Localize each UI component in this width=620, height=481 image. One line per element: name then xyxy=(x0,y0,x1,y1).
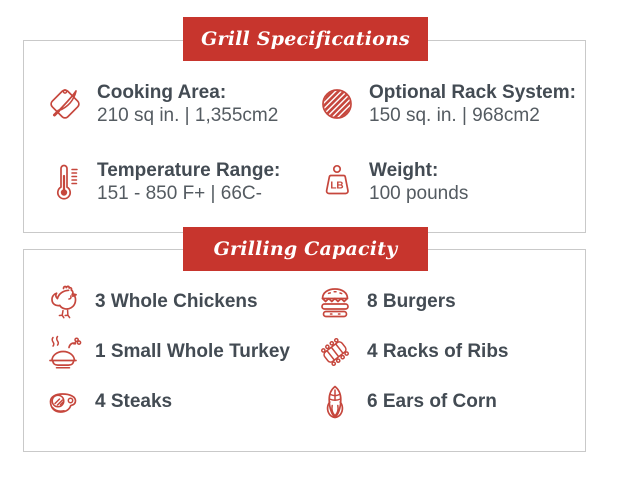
capacity-header: Grilling Capacity xyxy=(183,227,428,271)
cap-label: 6 Ears of Corn xyxy=(367,391,497,412)
spec-label: Cooking Area: xyxy=(97,81,227,103)
cutting-board-icon xyxy=(42,80,88,128)
spec-item-cooking-area: Cooking Area: 210 sq in. | 1,355cm2 xyxy=(42,78,278,130)
cap-item-small-whole-turkey: 1 Small Whole Turkey xyxy=(42,330,290,374)
steak-icon xyxy=(42,381,84,423)
spec-value: 150 sq. in. | 968cm2 xyxy=(369,104,540,126)
spec-label: Optional Rack System: xyxy=(369,81,576,103)
cap-item-burgers: 8 Burgers xyxy=(314,280,456,324)
weight-icon-text: LB xyxy=(330,181,343,192)
cap-item-ears-of-corn: 6 Ears of Corn xyxy=(314,380,497,424)
spec-text: Temperature Range: 151 - 850 F+ | 66C- xyxy=(97,159,280,206)
weight-icon: LB xyxy=(314,158,360,206)
spec-text: Weight: 100 pounds xyxy=(369,159,468,206)
spec-label: Weight: xyxy=(369,159,439,181)
cap-item-whole-chickens: 3 Whole Chickens xyxy=(42,280,258,324)
capacity-panel xyxy=(23,249,586,452)
ribs-icon xyxy=(314,331,356,373)
cap-label: 4 Racks of Ribs xyxy=(367,341,509,362)
cap-item-steaks: 4 Steaks xyxy=(42,380,172,424)
spec-item-weight: LB Weight: 100 pounds xyxy=(314,156,468,208)
cap-label: 8 Burgers xyxy=(367,291,456,312)
spec-text: Cooking Area: 210 sq in. | 1,355cm2 xyxy=(97,81,278,128)
burger-icon xyxy=(314,281,356,323)
spec-item-rack-system: Optional Rack System: 150 sq. in. | 968c… xyxy=(314,78,576,130)
spec-value: 151 - 850 F+ | 66C- xyxy=(97,182,262,204)
thermometer-icon xyxy=(42,158,88,206)
specifications-header: Grill Specifications xyxy=(183,17,428,61)
spec-text: Optional Rack System: 150 sq. in. | 968c… xyxy=(369,81,576,128)
spec-label: Temperature Range: xyxy=(97,159,281,181)
turkey-icon xyxy=(42,331,84,373)
cap-label: 3 Whole Chickens xyxy=(95,291,258,312)
corn-icon xyxy=(314,381,356,423)
cap-label: 4 Steaks xyxy=(95,391,173,412)
capacity-title: Grilling Capacity xyxy=(213,238,398,260)
spec-value: 100 pounds xyxy=(369,182,469,204)
specifications-title: Grill Specifications xyxy=(201,28,410,50)
spec-value: 210 sq in. | 1,355cm2 xyxy=(97,104,279,126)
chicken-icon xyxy=(42,281,84,323)
spec-item-temperature-range: Temperature Range: 151 - 850 F+ | 66C- xyxy=(42,156,280,208)
cap-label: 1 Small Whole Turkey xyxy=(95,341,290,362)
specifications-panel xyxy=(23,40,586,233)
cap-item-racks-of-ribs: 4 Racks of Ribs xyxy=(314,330,509,374)
grill-grate-icon xyxy=(314,80,360,128)
